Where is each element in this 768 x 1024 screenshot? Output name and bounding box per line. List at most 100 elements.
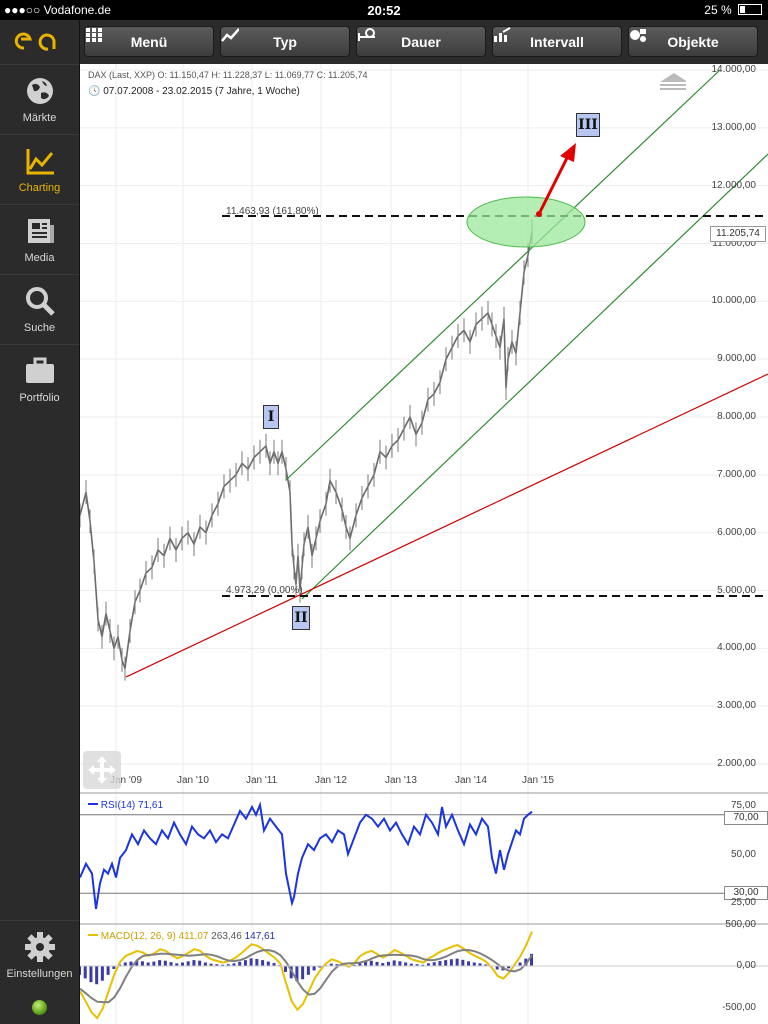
macd-histogram-bar xyxy=(306,966,310,975)
macd-histogram-bar xyxy=(238,961,242,966)
macd-histogram-bar xyxy=(375,961,379,966)
menu-button[interactable]: Menü xyxy=(84,26,214,57)
x-tick-label: Jan '10 xyxy=(177,775,209,786)
line-chart-icon xyxy=(221,28,239,42)
macd-histogram-bar xyxy=(243,960,247,966)
interval-button[interactable]: Intervall xyxy=(492,26,622,57)
macd-histogram-bar xyxy=(455,958,459,966)
fib-high-label: 11.463,93 (161,80%) xyxy=(226,206,319,217)
macd-histogram-bar xyxy=(432,962,436,966)
macd-histogram-bar xyxy=(209,963,213,966)
macd-histogram-bar xyxy=(472,962,476,966)
y-tick-label: 12.000,00 xyxy=(711,179,757,191)
macd-histogram-bar xyxy=(358,962,362,966)
target-arrow-head xyxy=(560,143,576,162)
macd-histogram-bar xyxy=(369,960,373,966)
macd-histogram-bar xyxy=(135,960,139,966)
rsi-value: 71,61 xyxy=(138,800,164,811)
sidebar-item-label: Märkte xyxy=(22,112,57,124)
macd-histogram-bar xyxy=(261,960,265,966)
macd-swatch xyxy=(88,934,98,936)
app-logo[interactable] xyxy=(0,20,79,64)
macd-histogram-bar xyxy=(95,966,99,985)
objects-button[interactable]: Objekte xyxy=(628,26,758,57)
macd-histogram-bar xyxy=(415,964,419,966)
macd-histogram-bar xyxy=(352,964,356,966)
macd-histogram-bar xyxy=(438,961,442,966)
price-line xyxy=(80,231,533,669)
macd-histogram-bar xyxy=(335,964,339,966)
chart-area[interactable]: DAX (Last, XXP) O: 11.150,47 H: 11.228,3… xyxy=(80,64,768,1024)
macd-histogram-bar xyxy=(312,966,316,971)
x-tick-label: Jan '11 xyxy=(246,775,278,786)
rsi-tick-75: 75,00 xyxy=(730,800,756,811)
macd-histogram-bar xyxy=(524,958,528,966)
macd-histogram-bar xyxy=(329,963,333,966)
macd-histogram-bar xyxy=(192,960,196,966)
collapse-icon[interactable] xyxy=(658,70,686,90)
x-tick-label: Jan '15 xyxy=(522,775,554,786)
clock: 20:52 xyxy=(367,3,401,18)
macd-histogram-bar xyxy=(221,964,225,966)
macd-histogram-bar xyxy=(140,961,144,966)
briefcase-icon xyxy=(26,357,54,383)
battery-label: 25 % xyxy=(704,3,732,17)
type-button[interactable]: Typ xyxy=(220,26,350,57)
macd-histogram-bar xyxy=(146,962,150,966)
macd-histogram-bar xyxy=(226,964,230,966)
macd-histogram-bar xyxy=(495,966,499,970)
upper-channel-line xyxy=(301,153,768,600)
macd-histogram-bar xyxy=(272,963,276,966)
macd-histogram-bar xyxy=(152,961,156,966)
macd-histogram-bar xyxy=(83,966,87,979)
rsi-line xyxy=(80,801,533,910)
macd-tick-500: 500,00 xyxy=(725,919,756,930)
x-tick-label: Jan '09 xyxy=(110,775,142,786)
sidebar-item-maerkte[interactable]: Märkte xyxy=(0,64,79,134)
macd-histogram-bar xyxy=(381,963,385,966)
y-tick-label: 5.000,00 xyxy=(717,584,756,596)
sidebar-item-portfolio[interactable]: Portfolio xyxy=(0,344,79,414)
chart-canvas[interactable] xyxy=(80,64,768,1024)
y-tick-label: 10.000,00 xyxy=(711,295,757,307)
sidebar-item-suche[interactable]: Suche xyxy=(0,274,79,344)
gear-icon xyxy=(25,932,55,962)
sidebar-item-media[interactable]: Media xyxy=(0,204,79,274)
macd-legend: MACD(12, 26, 9) 411,07 263,46 147,61 xyxy=(88,931,275,942)
macd-histogram-bar xyxy=(198,960,202,966)
y-tick-label: 3.000,00 xyxy=(717,700,756,712)
macd-histogram-bar xyxy=(518,962,522,966)
last-price-tag: 11.205,74 xyxy=(710,226,766,242)
rsi-tick-50: 50,00 xyxy=(730,849,756,860)
type-label: Typ xyxy=(273,34,297,50)
sidebar-item-label: Portfolio xyxy=(19,392,60,404)
sidebar-item-charting[interactable]: Charting xyxy=(0,134,79,204)
macd-histogram-bar xyxy=(175,963,179,966)
battery-indicator: 25 % xyxy=(704,3,762,17)
macd-histogram-bar xyxy=(112,966,116,969)
duration-icon xyxy=(358,28,375,41)
objects-icon xyxy=(630,29,646,42)
macd-histogram-bar xyxy=(530,953,533,966)
sidebar-item-settings[interactable]: Einstellungen xyxy=(0,920,79,991)
macd-histogram-bar xyxy=(169,962,173,966)
macd-histogram-bar xyxy=(461,959,465,966)
macd-histogram-value: 147,61 xyxy=(244,931,276,942)
duration-button[interactable]: Dauer xyxy=(356,26,486,57)
macd-histogram-bar xyxy=(392,960,396,966)
macd-histogram-bar xyxy=(449,959,453,966)
carrier-label: ●●●○○ Vodafone.de xyxy=(4,3,111,17)
y-tick-label: 9.000,00 xyxy=(717,353,756,365)
macd-histogram-bar xyxy=(318,966,322,968)
instrument-header: DAX (Last, XXP) O: 11.150,47 H: 11.228,3… xyxy=(88,70,368,80)
macd-histogram-bar xyxy=(421,964,425,966)
logo-icon xyxy=(14,32,56,51)
x-tick-label: Jan '13 xyxy=(385,775,417,786)
y-tick-label: 7.000,00 xyxy=(717,468,756,480)
newspaper-icon xyxy=(28,219,54,243)
move-handle-icon[interactable] xyxy=(82,750,122,790)
macd-histogram-bar xyxy=(180,962,184,966)
menu-label: Menü xyxy=(130,34,168,50)
macd-histogram-bar xyxy=(404,962,408,966)
macd-tick-neg500: -500,00 xyxy=(722,1002,756,1013)
